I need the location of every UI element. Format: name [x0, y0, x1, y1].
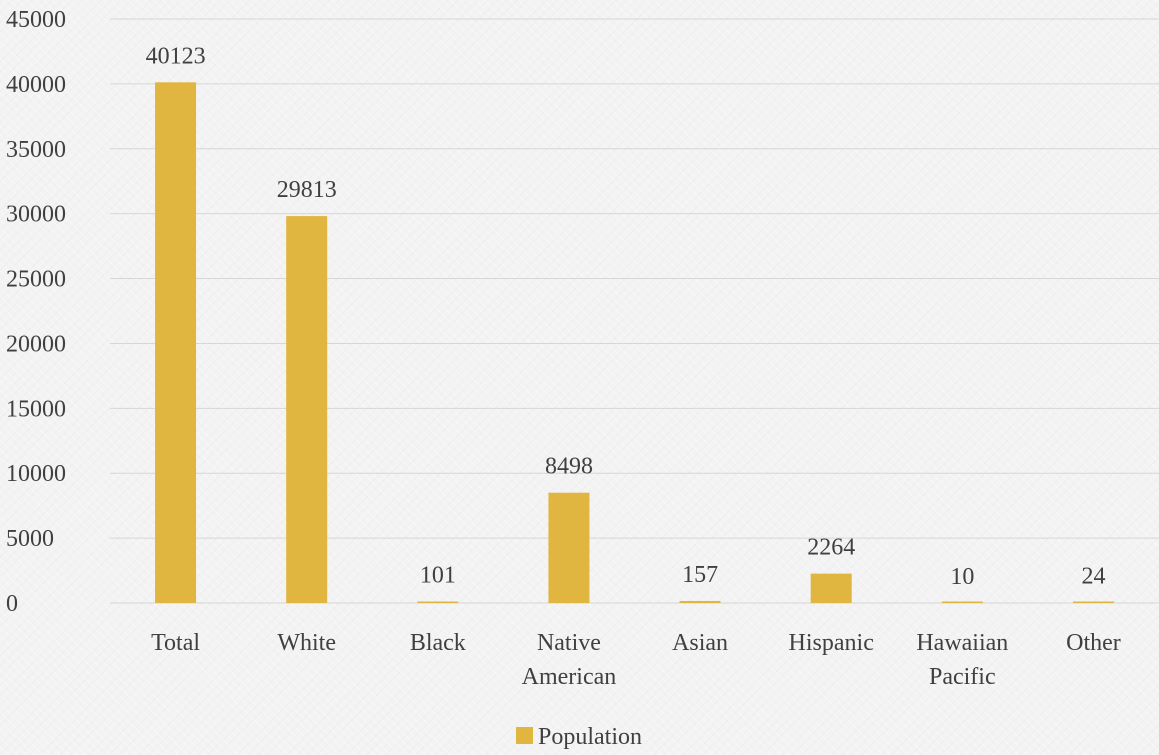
x-category-label: Hawaiian Pacific: [916, 630, 1008, 690]
data-label: 29813: [277, 177, 337, 203]
data-label: 40123: [146, 43, 206, 69]
y-tick-label: 5000: [6, 526, 54, 552]
legend: Population: [516, 724, 642, 750]
x-category-label-line: White: [277, 630, 336, 656]
x-category-label-line: Total: [151, 630, 200, 656]
legend-swatch: [516, 727, 533, 744]
bar: [548, 493, 589, 603]
data-label: 10: [950, 564, 974, 590]
x-category-label: Black: [410, 630, 466, 656]
x-category-label-line: Pacific: [929, 664, 996, 690]
x-category-label: Other: [1066, 630, 1121, 656]
bar: [1073, 602, 1114, 604]
y-tick-label: 10000: [6, 461, 66, 487]
x-category-label: Native American: [522, 630, 617, 690]
y-tick-label: 45000: [6, 7, 66, 33]
x-category-label-line: Asian: [672, 630, 728, 656]
bar: [155, 82, 196, 603]
bar: [286, 216, 327, 603]
bars: [155, 82, 1114, 603]
data-label: 8498: [545, 454, 593, 480]
data-label: 2264: [807, 535, 855, 561]
y-axis-ticks: 0 5000 10000 15000 20000 25000 30000 35000 40000…: [6, 7, 66, 617]
y-tick-label: 25000: [6, 267, 66, 293]
x-category-label-line: Hispanic: [789, 630, 874, 656]
legend-label: Population: [538, 724, 642, 750]
y-tick-label: 40000: [6, 72, 66, 98]
gridlines: [110, 19, 1159, 603]
data-label: 24: [1081, 564, 1105, 590]
x-category-label-line: Native: [537, 630, 601, 656]
x-category-label-line: Hawaiian: [916, 630, 1008, 656]
y-tick-label: 35000: [6, 137, 66, 163]
y-tick-label: 0: [6, 591, 18, 617]
x-axis-labels: Total White Black Native American Asian Hispan…: [151, 630, 1121, 690]
y-tick-label: 15000: [6, 396, 66, 422]
data-label: 101: [420, 563, 456, 589]
y-tick-label: 30000: [6, 202, 66, 228]
x-category-label-line: American: [522, 664, 617, 690]
x-category-label: Total: [151, 630, 200, 656]
x-category-label-line: Other: [1066, 630, 1121, 656]
x-category-label: Hispanic: [789, 630, 874, 656]
bar: [417, 602, 458, 604]
x-category-label: White: [277, 630, 336, 656]
x-category-label-line: Black: [410, 630, 466, 656]
bar: [811, 574, 852, 603]
y-tick-label: 20000: [6, 331, 66, 357]
x-category-label: Asian: [672, 630, 728, 656]
bar: [942, 602, 983, 604]
bar: [680, 601, 721, 603]
data-label: 157: [682, 562, 718, 588]
